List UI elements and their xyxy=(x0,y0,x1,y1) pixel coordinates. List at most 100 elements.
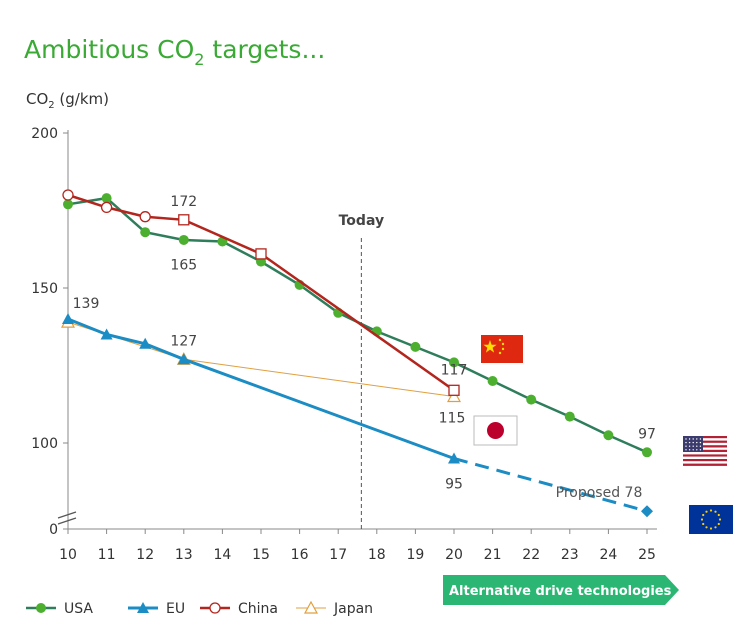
usa-flag-star xyxy=(685,441,687,444)
japan-flag-icon xyxy=(473,415,518,446)
china-flag-icon xyxy=(481,335,523,363)
usa-flag-star xyxy=(692,438,694,440)
usa-flag-stripe xyxy=(683,440,727,443)
data-label: 139 xyxy=(73,296,100,312)
ylabel-sub: 2 xyxy=(48,100,54,111)
usa-flag-canton xyxy=(683,436,703,452)
japan-line xyxy=(67,321,455,397)
usa-point xyxy=(140,227,151,238)
eu-point xyxy=(177,353,190,365)
usa-flag-star xyxy=(688,441,691,444)
japan-flag-disc xyxy=(487,422,504,439)
eu-flag-star xyxy=(709,509,713,512)
usa-flag-stripe xyxy=(683,445,727,448)
title-tail: targets... xyxy=(204,35,325,64)
eu-flag-field xyxy=(689,505,733,534)
china-point xyxy=(448,384,460,396)
china-flag-small-star xyxy=(501,342,505,346)
usa-flag-stripe xyxy=(683,447,727,450)
eu-flag-star xyxy=(717,513,720,517)
data-label: 127 xyxy=(170,333,197,349)
title-main: Ambitious CO xyxy=(24,35,194,64)
axis-break-mark xyxy=(57,511,77,519)
usa-flag-star xyxy=(692,441,694,444)
series-layer xyxy=(60,189,653,518)
usa-flag-star xyxy=(685,438,687,440)
usa-flag-stripe xyxy=(683,436,727,439)
legend-label: Japan xyxy=(333,601,373,617)
alt-tech-arrow: Alternative drive technologies xyxy=(443,575,679,605)
usa-point xyxy=(603,430,614,441)
usa-flag-star xyxy=(696,438,698,440)
eu-projection-line xyxy=(453,457,648,513)
legend: USA EU China Japan xyxy=(26,600,373,617)
eu-flag-star xyxy=(718,518,722,521)
usa-point xyxy=(526,394,537,405)
usa-point xyxy=(178,234,189,245)
alt-tech-label: Alternative drive technologies xyxy=(449,584,672,599)
x-tick-label: 10 xyxy=(59,547,77,563)
eu-flag-star xyxy=(705,510,708,513)
x-tick-label: 25 xyxy=(638,547,656,563)
china-point xyxy=(62,189,74,201)
usa-flag-star xyxy=(699,438,702,440)
china-point xyxy=(178,214,190,226)
axis-break-mark xyxy=(57,517,77,525)
usa-flag-stripe xyxy=(683,459,727,462)
x-tick-label: 15 xyxy=(252,547,270,563)
data-label: 95 xyxy=(445,477,463,493)
proposed-label: Proposed 78 xyxy=(556,485,643,501)
x-tick-label: 14 xyxy=(213,547,231,563)
usa-point xyxy=(487,376,498,386)
china-point xyxy=(255,248,267,260)
legend-item-japan: Japan xyxy=(296,600,373,617)
eu-flag-star xyxy=(709,527,713,530)
china-flag-small-star xyxy=(501,347,505,351)
y-tick-label: 0 xyxy=(49,522,58,538)
usa-flag-star xyxy=(688,449,691,451)
x-tick-label: 16 xyxy=(291,547,309,563)
usa-flag-star xyxy=(692,449,694,451)
legend-item-usa: USA xyxy=(26,601,93,617)
usa-flag-stripe xyxy=(683,454,727,457)
usa-flag-star xyxy=(688,445,691,447)
usa-flag-stripe xyxy=(683,438,727,441)
legend-swatch-marker xyxy=(209,602,221,614)
x-tick-label: 17 xyxy=(329,547,347,563)
usa-flag-star xyxy=(699,449,702,451)
usa-flag-star xyxy=(692,445,694,447)
data-label: 172 xyxy=(170,194,197,210)
usa-flag-stripe xyxy=(683,463,727,466)
title-sub: 2 xyxy=(194,50,204,69)
eu-flag-star xyxy=(700,518,704,521)
today-label: Today xyxy=(339,213,384,229)
eu-point xyxy=(448,452,460,464)
axes: 0 100 150 200 10 11 12 13 14 15 16 17 18 19 20 21 22 23 24… xyxy=(31,126,657,563)
eu-flag-star xyxy=(705,526,708,529)
eu-flag-star xyxy=(714,510,717,513)
ylabel-tail: (g/km) xyxy=(55,90,109,108)
legend-swatch-marker xyxy=(137,602,149,613)
eu-point xyxy=(62,313,74,324)
legend-label: USA xyxy=(64,601,93,617)
eu-point xyxy=(100,328,113,340)
x-tick-label: 23 xyxy=(561,547,579,563)
usa-flag-star xyxy=(688,438,691,440)
usa-point xyxy=(642,447,652,458)
usa-flag-star xyxy=(696,445,698,447)
ylabel-main: CO xyxy=(26,90,48,108)
usa-flag-stripe xyxy=(683,449,727,453)
data-label: 97 xyxy=(638,426,656,442)
y-tick-label: 150 xyxy=(31,281,58,297)
legend-swatch-marker xyxy=(36,603,46,613)
eu-point xyxy=(139,337,152,349)
usa-flag-star xyxy=(699,445,702,447)
legend-item-china: China xyxy=(200,601,278,617)
usa-line xyxy=(67,196,648,454)
china-line xyxy=(67,193,455,392)
usa-flag-star xyxy=(696,441,698,444)
eu-flag-icon xyxy=(689,505,733,534)
usa-flag-stripe xyxy=(683,461,727,464)
x-tick-label: 18 xyxy=(368,547,386,563)
